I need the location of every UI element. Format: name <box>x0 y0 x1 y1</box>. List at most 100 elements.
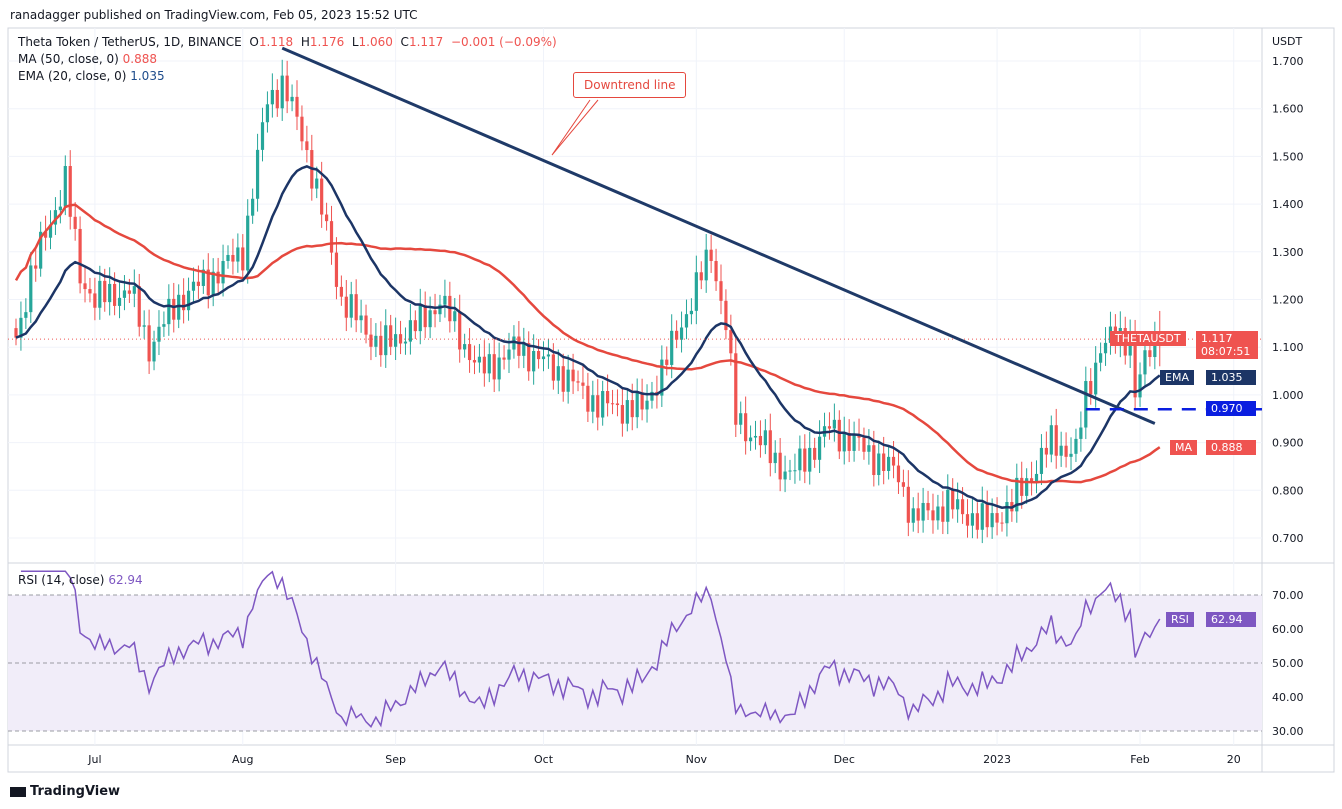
candle-body <box>1029 478 1034 483</box>
tradingview-logo-icon <box>10 786 26 797</box>
tradingview-logo[interactable]: TradingView <box>10 784 120 799</box>
candle-body <box>734 353 738 425</box>
candle-body <box>507 349 511 360</box>
symbol-title: Theta Token / TetherUS, 1D, BINANCE <box>18 35 242 49</box>
candle-body <box>965 514 970 526</box>
price-tick-label: 1.200 <box>1272 294 1304 307</box>
candle-body <box>709 249 713 261</box>
candle-body <box>201 269 205 286</box>
candle-body <box>1099 353 1103 363</box>
candle-body <box>344 296 348 318</box>
candle-body <box>1034 473 1039 483</box>
candle-body <box>1143 350 1147 375</box>
candle-body <box>581 382 585 386</box>
published-caption: ranadagger published on TradingView.com,… <box>10 8 418 22</box>
candle-body <box>14 328 18 338</box>
candle-body <box>349 294 353 318</box>
candle-body <box>127 290 131 294</box>
candle-body <box>763 430 767 446</box>
candle-body <box>39 231 43 269</box>
brand-name: TradingView <box>30 784 121 799</box>
candle-body <box>324 214 329 222</box>
candle-body <box>443 295 447 305</box>
candle-body <box>980 503 984 530</box>
candle-body <box>280 75 284 109</box>
ma-legend[interactable]: MA (50, close, 0) 0.888 <box>18 52 157 66</box>
candle-body <box>1138 374 1142 398</box>
close-value: 1.117 <box>408 35 444 49</box>
candle-body <box>477 356 482 363</box>
candle-body <box>177 294 181 320</box>
candle-body <box>635 392 639 418</box>
candle-body <box>729 330 733 354</box>
candle-body <box>1079 427 1083 439</box>
candle-body <box>142 325 146 327</box>
candle-body <box>532 350 536 372</box>
candle-body <box>211 271 215 296</box>
candle-body <box>231 254 235 262</box>
price-tick-label: 0.700 <box>1272 532 1304 545</box>
rsi-tick-label: 30.00 <box>1272 725 1304 738</box>
price-tick-label: 1.400 <box>1272 198 1304 211</box>
candle-body <box>78 228 82 284</box>
candle-body <box>546 354 551 357</box>
candle-body <box>63 166 67 207</box>
rsi-tick-label: 50.00 <box>1272 657 1304 670</box>
ema-20-line <box>15 165 1161 509</box>
price-tick-label: 1.300 <box>1272 246 1304 259</box>
candle-body <box>43 231 48 238</box>
candle-body <box>172 298 176 320</box>
candle-body <box>566 369 570 392</box>
candle-body <box>364 315 368 335</box>
candle-body <box>472 360 477 363</box>
candle-body <box>255 149 260 199</box>
candle-body <box>157 326 161 342</box>
candle-body <box>113 283 117 306</box>
candle-body <box>551 354 555 381</box>
candle-body <box>186 290 191 311</box>
candle-body <box>295 96 299 117</box>
ma-badge-value: 0.888 <box>1206 440 1256 455</box>
rsi-legend-label: RSI (14, close) <box>18 573 105 587</box>
candle-body <box>596 395 600 418</box>
candle-body <box>793 470 797 472</box>
candle-body <box>374 335 378 347</box>
price-unit: USDT <box>1272 35 1303 48</box>
candle-body <box>329 221 334 253</box>
candle-body <box>206 269 210 296</box>
candle-body <box>137 286 141 327</box>
candle-body <box>783 471 787 480</box>
candle-body <box>857 435 861 438</box>
downtrend-annotation[interactable]: Downtrend line <box>573 72 687 98</box>
candle-body <box>1054 425 1058 456</box>
candle-body <box>1148 350 1152 358</box>
candle-body <box>433 310 437 315</box>
ema-legend-value: 1.035 <box>130 69 165 83</box>
ema-legend[interactable]: EMA (20, close, 0) 1.035 <box>18 69 165 83</box>
candle-body <box>882 453 886 471</box>
candle-body <box>428 310 432 328</box>
ema-legend-label: EMA (20, close, 0) <box>18 69 127 83</box>
candle-body <box>502 357 506 360</box>
candle-body <box>389 325 393 347</box>
candle-body <box>862 437 866 452</box>
candle-body <box>803 448 807 472</box>
chart-frame <box>7 27 1335 773</box>
last-price-badge: 1.117 08:07:51 <box>1196 331 1258 359</box>
candle-body <box>1133 335 1137 398</box>
candle-body <box>847 433 851 451</box>
candle-body <box>379 335 383 356</box>
rsi-tick-label: 70.00 <box>1272 589 1304 602</box>
candle-body <box>941 506 945 522</box>
candle-body <box>665 359 669 365</box>
candle-body <box>408 320 412 342</box>
rsi-legend[interactable]: RSI (14, close) 62.94 <box>18 573 143 587</box>
candle-body <box>877 453 881 476</box>
candle-body <box>1000 522 1004 524</box>
candle-body <box>852 435 856 451</box>
candle-body <box>536 350 541 360</box>
candle-body <box>492 354 496 380</box>
candle-body <box>714 260 718 282</box>
candle-body <box>246 215 250 271</box>
